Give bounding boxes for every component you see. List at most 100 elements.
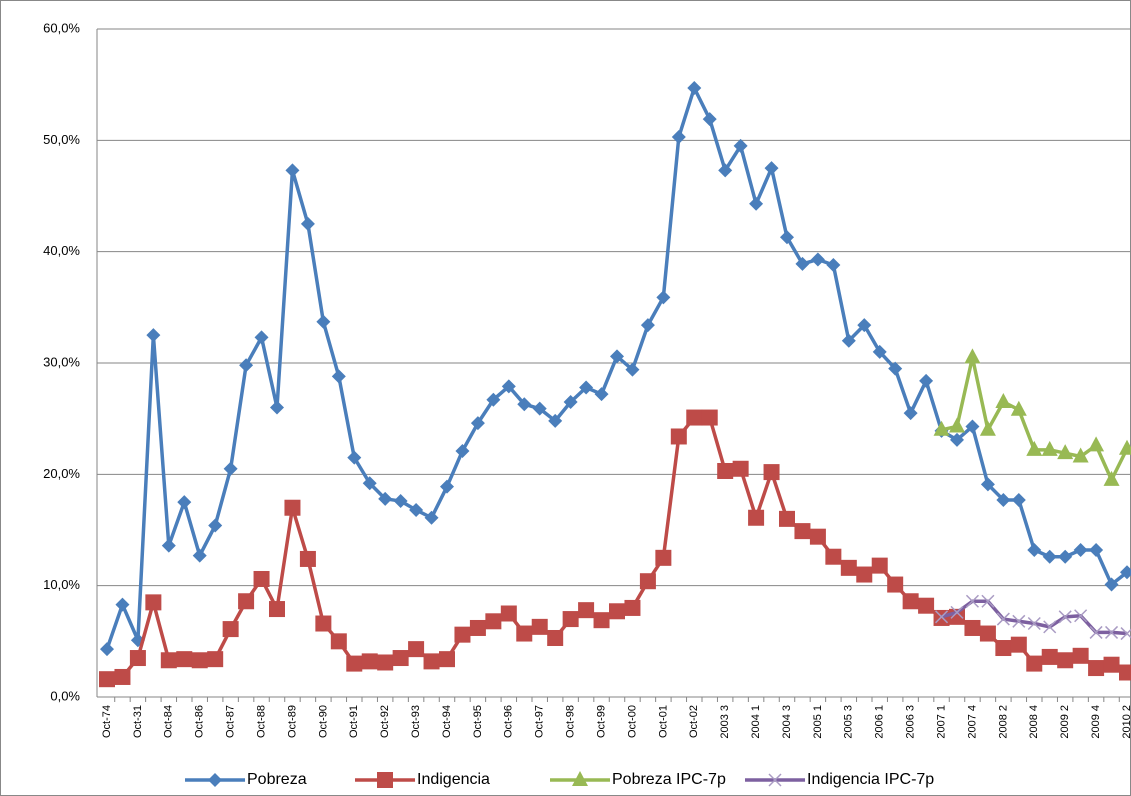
marker	[579, 380, 594, 395]
marker	[996, 612, 1010, 626]
marker	[1010, 400, 1027, 416]
marker	[284, 499, 301, 516]
marker	[871, 557, 888, 574]
marker	[919, 373, 934, 388]
marker	[299, 550, 316, 567]
marker	[809, 528, 826, 545]
marker	[238, 593, 255, 610]
x-tick-label: Oct-87	[225, 705, 237, 738]
x-tick-label: Oct-02	[688, 705, 700, 738]
marker	[254, 330, 269, 345]
marker	[1105, 625, 1119, 639]
marker	[1041, 440, 1058, 456]
marker	[300, 216, 315, 231]
marker	[656, 290, 671, 305]
marker	[1058, 610, 1072, 624]
marker	[1088, 660, 1105, 677]
marker	[933, 420, 950, 436]
y-tick-label: 0,0%	[50, 688, 80, 703]
marker	[485, 613, 502, 630]
marker	[902, 593, 919, 610]
marker	[516, 625, 533, 642]
marker	[1057, 652, 1074, 669]
marker	[532, 401, 547, 416]
x-tick-label: 2006 1	[874, 705, 886, 739]
marker	[717, 462, 734, 479]
marker	[454, 626, 471, 643]
marker	[362, 476, 377, 491]
marker	[547, 629, 564, 646]
marker	[99, 671, 115, 688]
marker	[625, 362, 640, 377]
marker	[331, 369, 346, 384]
marker	[1041, 648, 1058, 665]
x-tick-label: Oct-86	[194, 705, 206, 738]
legend-label: Indigencia	[417, 771, 490, 788]
x-tick-label: Oct-00	[626, 705, 638, 738]
y-tick-label: 60,0%	[43, 20, 80, 35]
marker	[610, 349, 624, 364]
x-tick-label: Oct-92	[379, 705, 391, 738]
marker	[701, 409, 718, 426]
marker	[624, 599, 641, 616]
marker	[361, 653, 378, 670]
marker	[1089, 543, 1104, 558]
marker	[470, 416, 485, 431]
marker	[795, 256, 810, 271]
marker	[1043, 620, 1057, 634]
marker	[768, 773, 782, 787]
x-tick-label: 2007 1	[935, 705, 947, 739]
marker	[687, 81, 702, 96]
marker	[486, 392, 501, 407]
x-tick-label: 2004 1	[750, 705, 762, 739]
marker	[269, 601, 285, 618]
marker	[177, 495, 192, 510]
x-tick-label: 2003 3	[719, 705, 731, 739]
x-tick-label: 2006 3	[905, 705, 917, 739]
x-tick-label: Oct-31	[132, 705, 144, 738]
marker	[1012, 614, 1026, 628]
legend-label: Indigencia IPC-7p	[807, 771, 934, 788]
marker	[455, 443, 470, 458]
marker	[995, 640, 1012, 657]
marker	[176, 651, 193, 668]
marker	[563, 394, 578, 409]
marker	[979, 625, 996, 642]
marker	[950, 432, 964, 447]
marker	[1026, 440, 1043, 456]
marker	[935, 610, 949, 624]
marker	[1027, 543, 1042, 558]
marker	[423, 653, 440, 670]
marker	[207, 651, 224, 668]
marker	[114, 668, 131, 685]
marker	[562, 611, 579, 628]
marker	[146, 328, 161, 343]
marker	[208, 773, 222, 787]
marker	[810, 252, 825, 267]
marker	[316, 314, 331, 329]
legend-label: Pobreza IPC-7p	[612, 771, 726, 788]
marker	[1088, 436, 1105, 452]
legend-item: Pobreza	[185, 771, 307, 788]
y-tick-label: 50,0%	[43, 132, 80, 147]
marker	[670, 428, 687, 445]
legend-item: Indigencia IPC-7p	[745, 771, 934, 788]
marker	[253, 570, 270, 587]
marker	[950, 605, 964, 619]
marker	[100, 642, 114, 657]
marker	[856, 566, 873, 583]
marker	[996, 492, 1011, 507]
marker	[841, 333, 856, 348]
marker	[377, 654, 394, 671]
x-tick-label: Oct-74	[101, 705, 113, 738]
x-tick-label: 2009 2	[1059, 705, 1071, 739]
marker	[733, 138, 748, 153]
marker	[749, 196, 764, 211]
x-tick-label: 2009 4	[1090, 705, 1102, 739]
marker	[145, 594, 162, 611]
x-tick-label: 2008 2	[997, 705, 1009, 739]
x-tick-label: Oct-99	[595, 705, 607, 738]
y-tick-label: 20,0%	[43, 466, 80, 481]
marker	[160, 652, 177, 669]
marker	[1057, 444, 1074, 460]
